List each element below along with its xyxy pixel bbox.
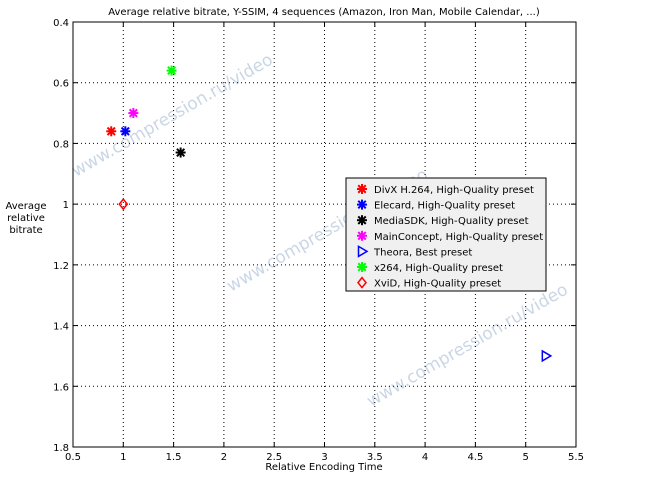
legend-marker [357,215,367,226]
y-tick-label: 1.2 [53,261,69,272]
x-axis-label: Relative Encoding Time [265,462,382,473]
x-tick-label: 2.5 [266,452,282,463]
x-tick-labels: 0.5 1 1.5 2 2.5 3 3.5 4 4.5 5 5.5 [65,452,584,463]
x-tick-label: 4.5 [467,452,483,463]
y-tick-labels: 0.4 0.6 0.8 1 1.2 1.4 1.6 1.8 [53,18,69,454]
data-point [128,108,139,119]
y-axis-label-line-3: bitrate [9,225,42,236]
legend-box [345,177,547,292]
y-tick-label: 1 [63,200,69,211]
y-tick-label: 1.6 [53,382,69,393]
x-tick-label: 5.5 [568,452,584,463]
legend-entry: x264, High-Quality preset [374,263,503,274]
legend: DivX H.264, High-Quality preset Elecard, … [345,177,547,292]
data-point [166,65,177,76]
x-tick-label: 3 [321,452,327,463]
x-tick-label: 0.5 [65,452,81,463]
y-tick-label: 0.4 [53,18,69,29]
data-point [120,126,131,137]
legend-marker [357,184,367,194]
y-tick-label: 0.8 [53,139,69,150]
y-tick-label: 1.4 [53,322,69,333]
y-axis-label-line-1: Average [5,201,46,212]
x-tick-label: 1 [120,452,126,463]
legend-entry: DivX H.264, High-Quality preset [374,185,534,196]
data-point [106,126,117,137]
legend-entry: XviD, High-Quality preset [374,279,501,290]
legend-marker [357,199,367,210]
y-tick-label: 1.8 [53,443,69,454]
data-point [175,147,186,158]
data-points [106,65,553,363]
data-point [118,197,129,211]
legend-marker [357,276,367,289]
legend-entry: MainConcept, High-Quality preset [374,232,543,243]
legend-marker [357,245,369,258]
y-tick-label: 0.6 [53,79,69,90]
legend-entry: Theora, Best preset [373,247,472,258]
legend-marker [357,262,367,272]
data-point [541,349,553,363]
x-tick-label: 5 [523,452,529,463]
x-tick-label: 4 [422,452,428,463]
legend-marker [357,230,367,241]
chart-title: Average relative bitrate, Y-SSIM, 4 sequ… [108,7,540,18]
y-axis-label-line-2: relative [7,213,45,224]
legend-entry: Elecard, High-Quality preset [374,201,515,212]
x-tick-label: 3.5 [367,452,383,463]
ticks [72,21,577,448]
x-tick-label: 2 [221,452,227,463]
x-tick-label: 1.5 [166,452,182,463]
legend-entry: MediaSDK, High-Quality preset [374,216,529,227]
